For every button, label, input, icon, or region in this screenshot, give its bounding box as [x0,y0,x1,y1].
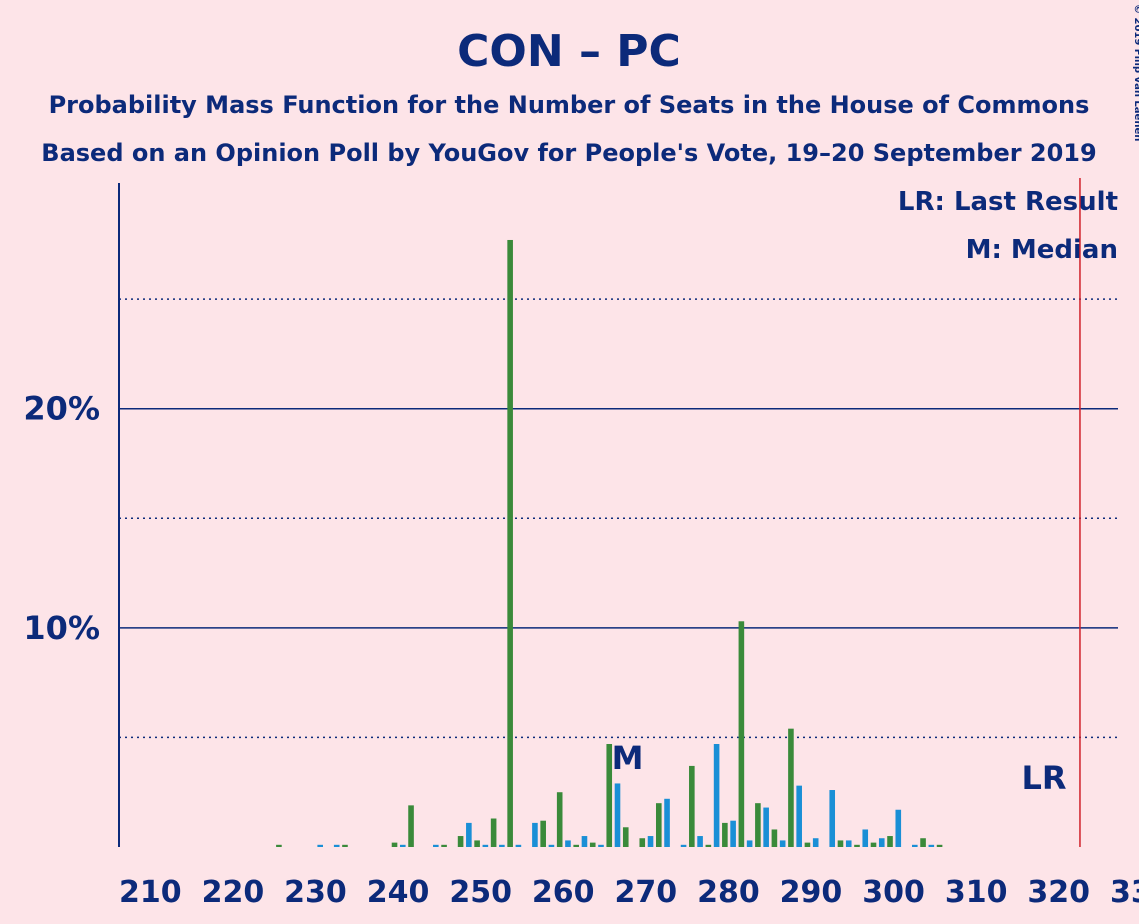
bar [507,239,513,847]
bar [606,744,613,847]
bar [532,822,538,847]
bar [936,844,943,847]
bar [581,836,588,847]
bar [589,842,596,847]
bar [639,838,646,847]
bar [689,765,695,847]
bar [565,840,571,847]
bar [548,844,555,847]
bar [664,798,670,847]
bar [482,844,489,847]
bar [812,838,819,847]
bar [441,844,447,847]
bar [540,820,546,847]
x-tick-label: 240 [367,875,430,910]
bar [499,844,505,847]
bar [722,822,728,847]
x-tick-label: 270 [615,875,678,910]
legend-entry: M: Median [966,235,1118,265]
bar [845,840,852,847]
chart-title: CON – PC [457,26,681,77]
subtitle: Based on an Opinion Poll by YouGov for P… [41,139,1096,167]
bar [556,792,563,847]
bar [878,838,885,847]
bar [490,818,497,847]
x-tick-label: 320 [1027,875,1090,910]
bar [730,820,736,847]
bar [920,838,926,847]
bar [317,844,323,847]
bar [746,840,753,847]
bar [457,836,464,847]
bar [713,744,720,847]
bar [622,827,629,847]
x-tick-label: 310 [945,875,1008,910]
bar [771,829,778,847]
bar [928,844,935,847]
bar [276,844,282,847]
bar [598,844,604,847]
bar [854,844,860,847]
x-tick-label: 250 [449,875,512,910]
bar [466,822,472,847]
bar [573,844,580,847]
bar [333,844,340,847]
x-tick-label: 230 [284,875,347,910]
bar [614,783,621,847]
bar [399,844,406,847]
x-tick-label: 260 [532,875,595,910]
bar [779,840,786,847]
y-tick-label: 20% [23,390,100,428]
bar [895,809,902,847]
bar [862,829,869,847]
bar [680,844,687,847]
bar [433,844,439,847]
x-tick-label: 220 [202,875,265,910]
bar [705,844,712,847]
bar [837,840,844,847]
bar [796,785,802,847]
bar [887,836,893,847]
x-tick-label: 210 [119,875,182,910]
bar [788,728,794,847]
bar [763,807,769,847]
bar [647,836,654,847]
x-tick-label: 290 [780,875,843,910]
bar [912,844,918,847]
x-tick-label: 330 [1110,875,1139,910]
x-tick-label: 280 [697,875,760,910]
bar [804,842,811,847]
bar [655,803,662,847]
subtitle: Probability Mass Function for the Number… [49,91,1090,119]
bar [474,840,480,847]
legend-entry: LR: Last Result [898,187,1118,217]
bar [755,803,761,847]
x-tick-label: 300 [862,875,925,910]
bar [697,836,703,847]
last-result-label: LR [1021,759,1066,797]
y-tick-label: 10% [23,609,100,647]
bar [515,844,522,847]
bar [738,621,745,847]
bar [391,842,398,847]
copyright: © 2019 Filip van Laenen [1132,4,1139,141]
bar [342,844,348,847]
bar [829,790,836,847]
median-label: M [612,739,644,777]
bar [408,805,414,847]
bar [870,842,877,847]
